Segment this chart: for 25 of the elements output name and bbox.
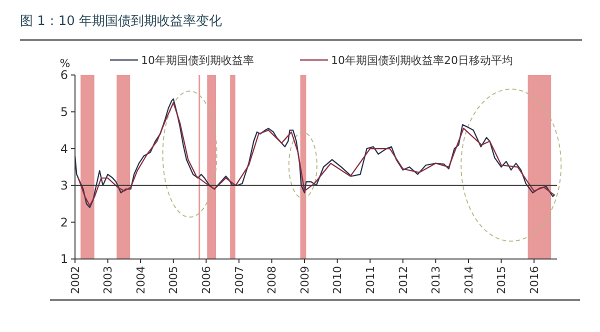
y-tick-label: 1 (60, 252, 68, 266)
legend-label: 10年期国债到期收益率20日移动平均 (331, 54, 513, 67)
x-tick-label: 2004 (134, 266, 148, 294)
x-tick-label: 2012 (396, 266, 410, 294)
x-tick-label: 2014 (462, 266, 476, 294)
y-tick-label: 3 (60, 178, 68, 193)
y-tick-label: 2 (60, 215, 68, 230)
y-axis-title: % (60, 57, 70, 70)
y-tick-label: 6 (60, 68, 68, 82)
legend-label: 10年期国债到期收益率 (141, 54, 254, 67)
y-tick-label: 5 (60, 105, 68, 119)
x-tick-label: 2011 (364, 266, 377, 294)
x-tick-label: 2015 (495, 266, 508, 294)
x-tick-label: 2003 (102, 266, 115, 294)
chart-title: 图 1：10 年期国债到期收益率变化 (20, 13, 222, 29)
x-tick-label: 2002 (68, 266, 82, 294)
x-tick-label: 2007 (232, 266, 246, 294)
x-tick-label: 2016 (528, 266, 541, 294)
x-tick-label: 2005 (167, 266, 180, 294)
x-tick-label: 2009 (298, 266, 312, 294)
y-tick-label: 4 (60, 142, 68, 156)
x-tick-label: 2013 (430, 266, 443, 294)
x-tick-label: 2006 (200, 266, 214, 294)
x-tick-label: 2010 (331, 266, 344, 294)
x-tick-label: 2008 (266, 266, 279, 294)
